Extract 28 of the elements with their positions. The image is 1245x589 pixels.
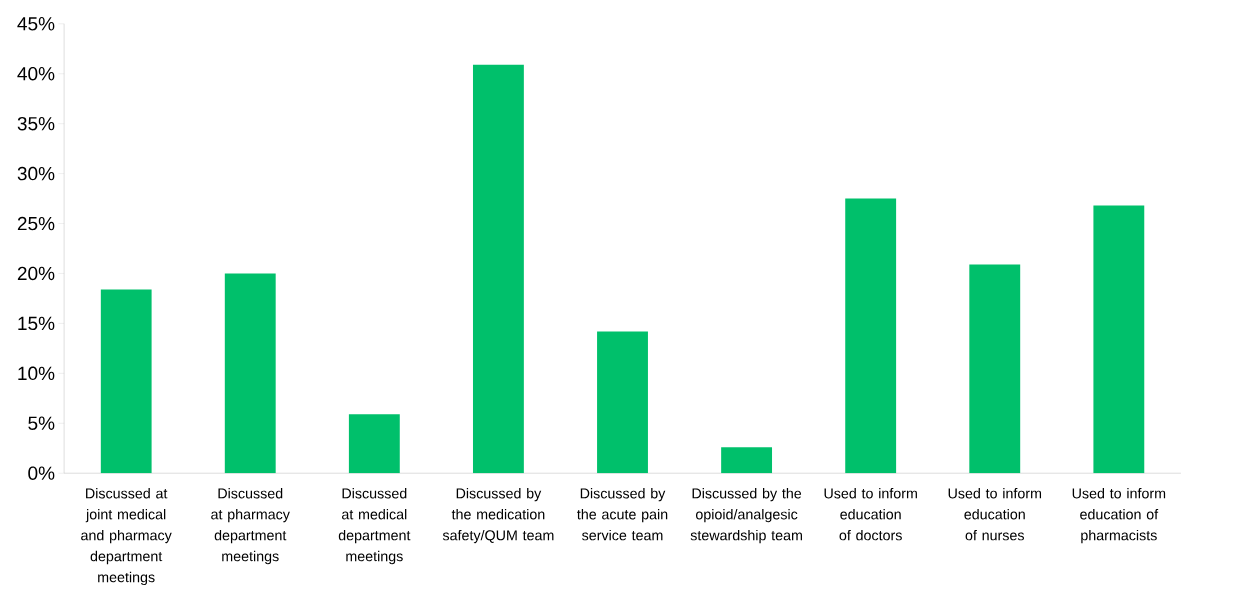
bar	[224, 273, 276, 474]
x-tick-label: Discussed by the opioid/analgesic stewardship team	[690, 487, 802, 544]
y-tick-label: 35%	[17, 116, 55, 131]
y-tick-label: 20%	[17, 266, 55, 281]
bar	[472, 64, 524, 474]
y-tick-label: 5%	[28, 416, 55, 430]
x-tick-label: Discussed at pharmacy department meetings	[211, 487, 290, 564]
bar	[348, 414, 400, 474]
y-tick-label: 0%	[28, 466, 55, 480]
bar	[597, 331, 648, 474]
bar	[969, 264, 1021, 474]
bar	[1093, 205, 1145, 474]
x-tick-label: Discussed by the medication safety/QUM team	[442, 487, 554, 544]
x-tick-label: Used to inform education of nurses	[948, 487, 1042, 541]
x-tick-label: Discussed by the acute pain service team	[577, 487, 668, 541]
y-tick-label: 30%	[17, 166, 55, 181]
y-tick-label: 10%	[18, 366, 55, 380]
x-tick-label: Discussed at joint medical and pharmacy department meetings	[81, 487, 172, 585]
y-tick-label: 15%	[18, 316, 55, 330]
x-tick-label: Used to inform education of doctors	[824, 487, 917, 541]
x-tick-label: Used to inform education of pharmacists	[1072, 487, 1166, 544]
bar	[721, 447, 773, 474]
bar	[845, 198, 897, 474]
y-tick-label: 45%	[17, 16, 55, 31]
bar	[100, 289, 152, 474]
y-tick-label: 25%	[17, 216, 55, 231]
x-tick-label: Discussed at medical department meetings	[338, 487, 411, 564]
y-tick-label: 40%	[17, 66, 55, 81]
